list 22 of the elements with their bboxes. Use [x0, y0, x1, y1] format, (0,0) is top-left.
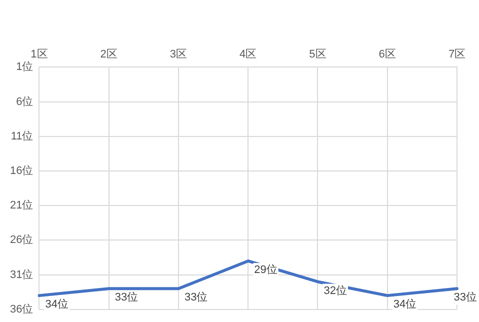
data-label: 29位	[254, 264, 278, 276]
y-tick-label: 11位	[10, 130, 34, 142]
y-tick-label: 21位	[10, 200, 34, 212]
data-label: 34位	[393, 298, 417, 311]
x-tick-label: 5区	[309, 48, 326, 61]
x-tick-label: 2区	[100, 48, 118, 61]
y-tick-label: 1位	[16, 61, 34, 74]
data-label: 32位	[324, 284, 347, 297]
data-label: 33位	[454, 292, 478, 304]
data-label: 33位	[114, 292, 138, 304]
data-label: 33位	[184, 292, 208, 304]
x-tick-label: 4区	[240, 48, 257, 61]
x-tick-label: 6区	[378, 48, 396, 61]
x-tick-label: 3区	[170, 48, 188, 61]
y-tick-label: 26位	[10, 234, 34, 246]
y-tick-label: 6位	[16, 96, 34, 108]
x-tick-label: 1区	[30, 48, 48, 61]
y-tick-label: 16位	[10, 165, 34, 178]
x-tick-label: 7区	[448, 48, 466, 61]
y-tick-label: 36位	[10, 303, 34, 316]
y-tick-label: 31位	[10, 268, 34, 281]
data-label: 34位	[45, 298, 68, 311]
